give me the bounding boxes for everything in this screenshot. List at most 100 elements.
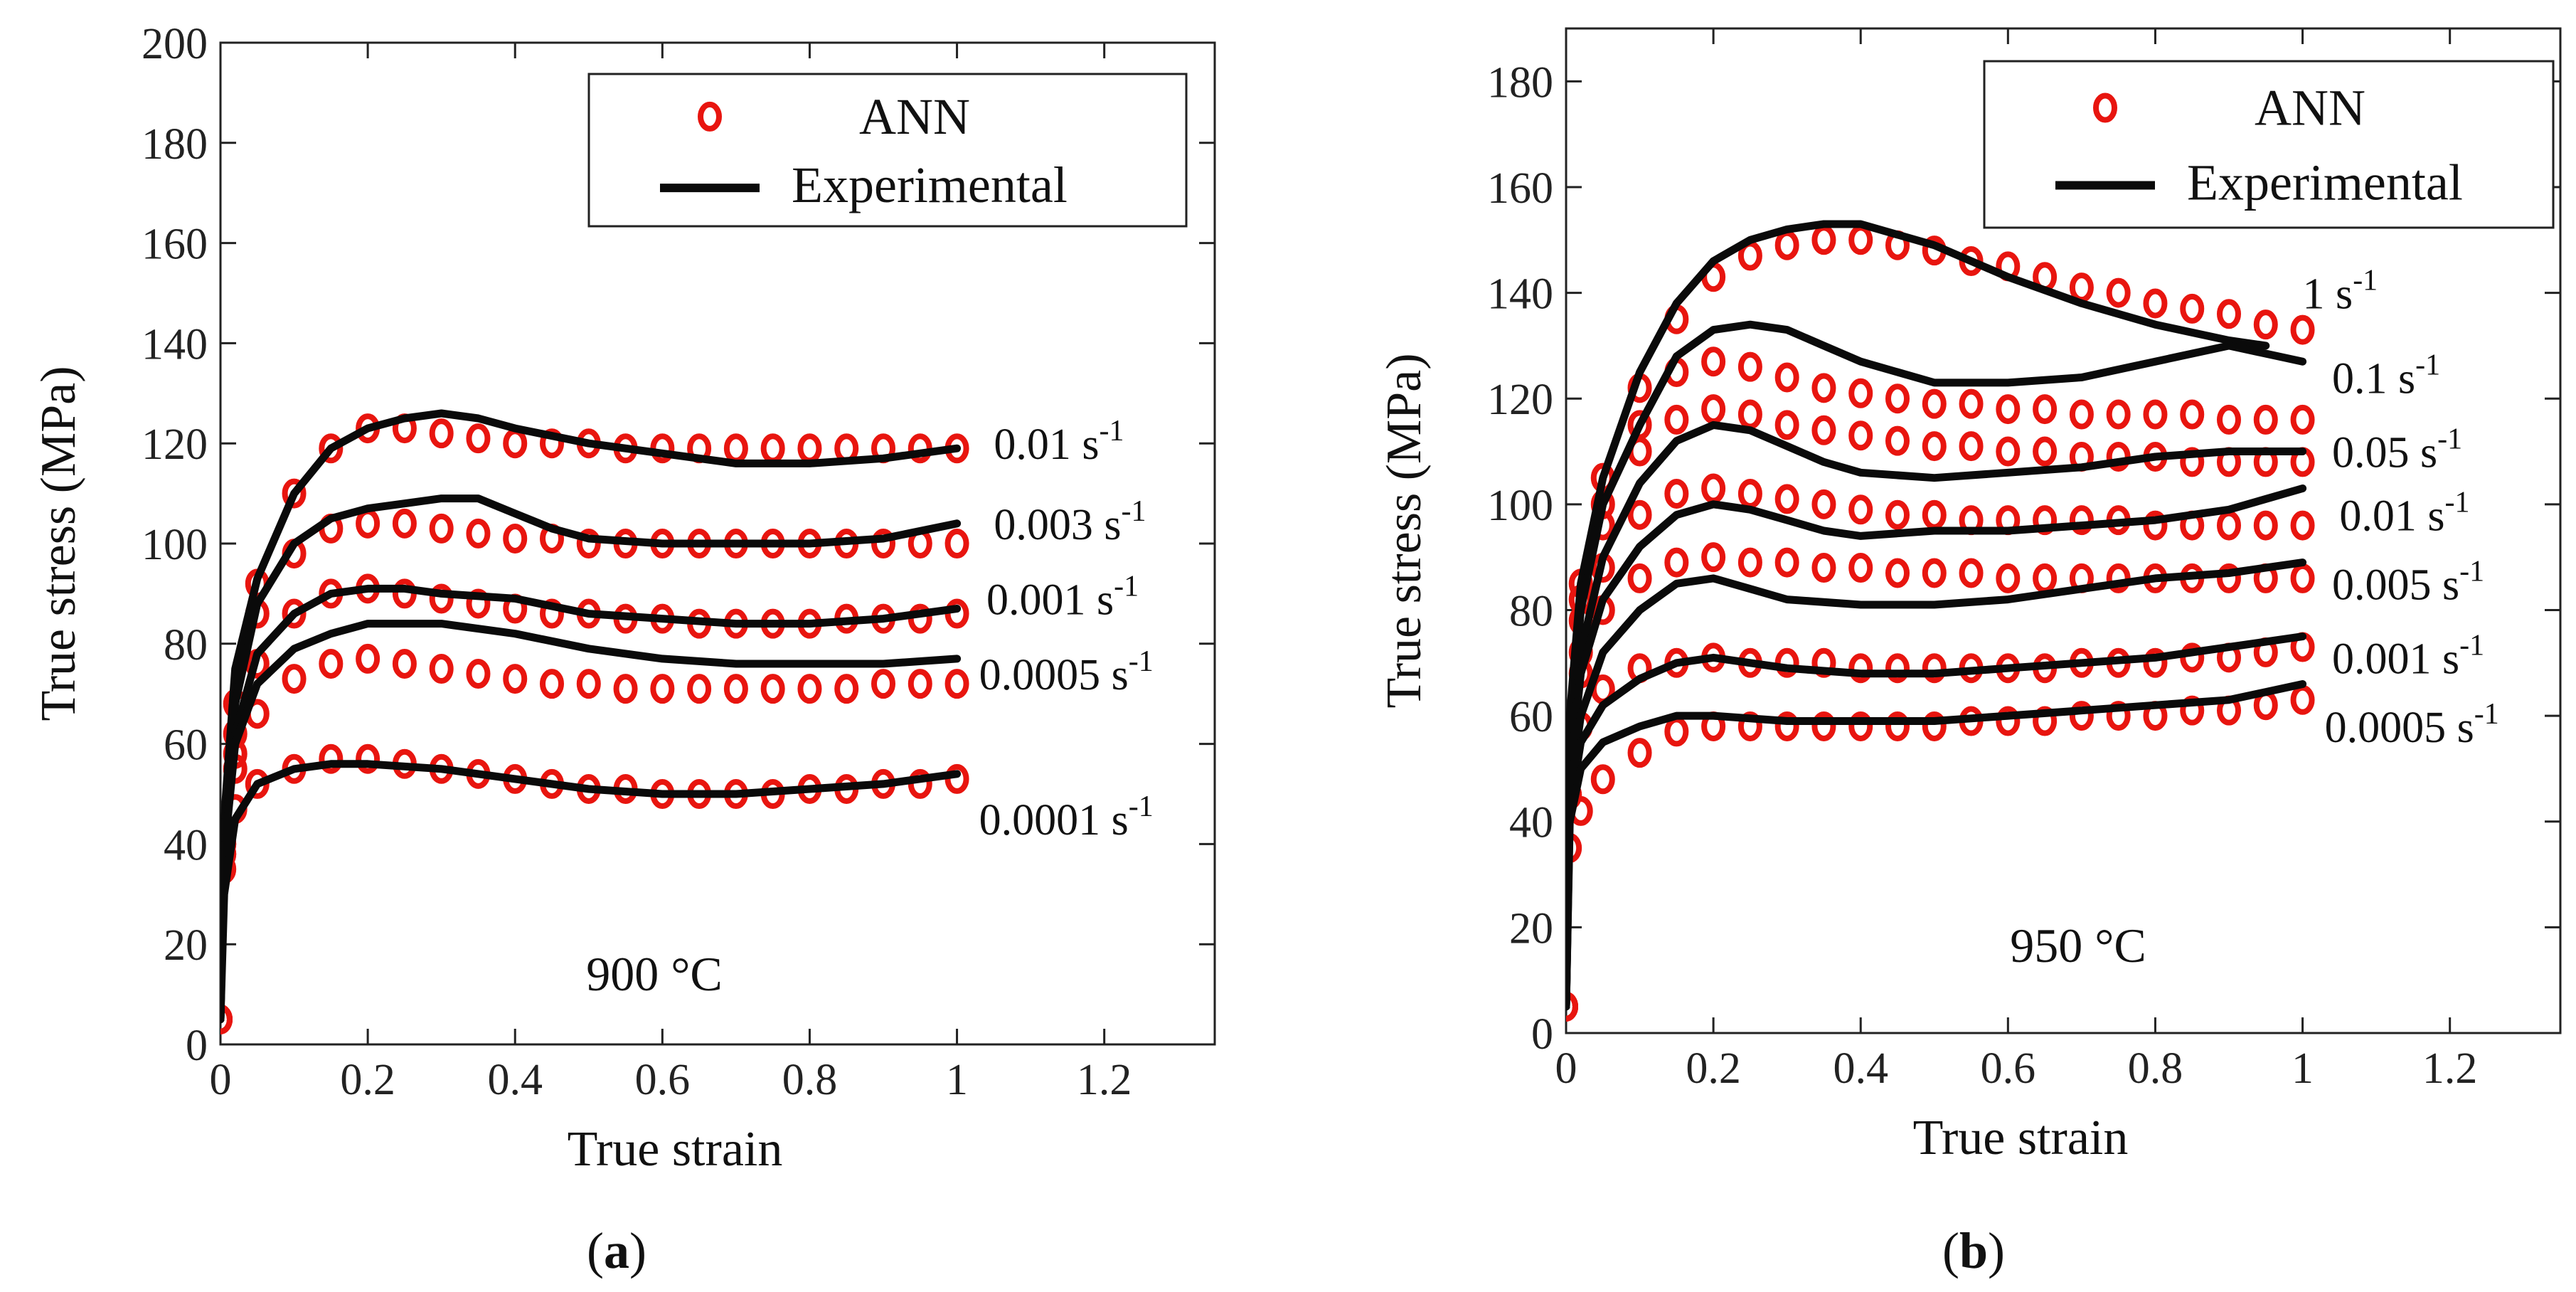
- ann-marker: [2069, 272, 2094, 303]
- ann-marker: [2290, 684, 2315, 715]
- experimental-line: [1566, 220, 2270, 1011]
- ann-marker: [2069, 399, 2094, 430]
- ann-marker: [760, 674, 785, 704]
- ann-marker: [1774, 484, 1799, 514]
- ann-marker: [282, 478, 307, 509]
- ann-marker: [2180, 695, 2205, 726]
- x-tick-label: 1.2: [1077, 1056, 1132, 1104]
- ann-marker: [1737, 711, 1762, 741]
- temperature-label: 950 °C: [2010, 918, 2146, 973]
- ann-marker: [2290, 510, 2315, 541]
- ann-marker: [356, 508, 380, 539]
- ann-marker: [1664, 478, 1689, 509]
- ann-marker: [1627, 499, 1652, 530]
- ann-marker: [1701, 394, 1726, 425]
- ann-marker: [1922, 499, 1947, 530]
- ann-marker: [723, 433, 748, 464]
- ann-marker: [2106, 441, 2131, 472]
- ann-marker: [1811, 647, 1836, 678]
- ann-marker: [1848, 225, 1873, 255]
- x-tick-label: 0.2: [340, 1056, 395, 1104]
- ann-marker: [1848, 420, 1873, 451]
- strain-rate-label: 0.003 s-1: [994, 495, 1146, 549]
- legend-ann-marker: [2093, 92, 2117, 123]
- ann-marker: [1922, 711, 1947, 741]
- ann-marker: [2180, 293, 2205, 324]
- legend-ann-marker: [698, 101, 722, 132]
- ann-marker: [1737, 351, 1762, 382]
- y-tick-label: 40: [1509, 799, 1553, 847]
- ann-marker: [2033, 505, 2058, 536]
- ann-marker: [1701, 473, 1726, 504]
- ann-marker: [2033, 394, 2058, 425]
- ann-marker: [1627, 738, 1652, 768]
- ann-marker: [392, 648, 417, 679]
- ann-marker: [1664, 404, 1689, 435]
- ann-marker: [2290, 314, 2315, 345]
- x-tick-label: 0.4: [487, 1056, 543, 1104]
- ann-marker: [466, 423, 491, 454]
- legend-label-experimental: Experimental: [2187, 154, 2463, 211]
- experimental-line: [220, 494, 962, 1024]
- ann-marker: [1885, 383, 1910, 414]
- ann-marker: [220, 1004, 233, 1034]
- ann-marker: [1885, 499, 1910, 530]
- y-tick-label: 160: [142, 221, 208, 269]
- y-tick-label: 0: [186, 1022, 208, 1070]
- ann-marker: [429, 583, 454, 614]
- y-tick-label: 140: [142, 320, 208, 369]
- x-axis-label: True strain: [568, 1122, 783, 1177]
- x-tick-label: 0.2: [1686, 1044, 1741, 1093]
- ann-marker: [908, 669, 932, 699]
- ann-marker: [1848, 711, 1873, 741]
- y-tick-label: 140: [1487, 270, 1553, 319]
- ann-marker: [1811, 415, 1836, 445]
- ann-marker: [1922, 388, 1947, 419]
- ann-marker: [1664, 547, 1689, 578]
- ann-marker: [2217, 510, 2241, 541]
- ann-marker: [2253, 510, 2278, 541]
- y-tick-label: 0: [1531, 1010, 1553, 1059]
- ann-marker: [1959, 388, 1984, 419]
- x-tick-label: 1.2: [2422, 1044, 2478, 1093]
- x-axis-label: True strain: [1913, 1111, 2129, 1165]
- ann-marker: [834, 674, 859, 704]
- panel-label: (a): [587, 1222, 646, 1279]
- ann-marker: [687, 674, 712, 704]
- ann-marker: [576, 529, 601, 558]
- temperature-label: 900 °C: [586, 947, 723, 1001]
- ann-marker: [2290, 404, 2315, 435]
- ann-marker: [1664, 716, 1689, 747]
- ann-marker: [356, 743, 380, 774]
- ann-marker: [466, 659, 491, 689]
- ann-marker: [1996, 394, 2021, 425]
- ann-marker: [2253, 404, 2278, 435]
- ann-marker: [1774, 547, 1799, 578]
- ann-marker: [2069, 505, 2094, 536]
- y-tick-label: 60: [164, 721, 208, 770]
- x-tick-label: 0.6: [1981, 1044, 2036, 1093]
- x-tick-label: 0.8: [2128, 1044, 2183, 1093]
- strain-rate-label: 0.005 s-1: [2332, 555, 2484, 609]
- ann-marker: [2033, 436, 2058, 467]
- ann-marker: [797, 674, 822, 704]
- strain-rate-label: 0.001 s-1: [986, 570, 1139, 624]
- x-tick-label: 0.6: [635, 1056, 691, 1104]
- experimental-line: [1566, 420, 2307, 1011]
- ann-marker: [1774, 410, 1799, 440]
- ann-marker: [1566, 991, 1578, 1022]
- ann-marker: [2143, 647, 2168, 678]
- strain-rate-label: 0.0001 s-1: [979, 790, 1154, 844]
- panel-label: (b): [1942, 1222, 2005, 1279]
- experimental-line: [220, 409, 962, 1024]
- ann-marker: [2217, 404, 2241, 435]
- ann-marker: [1885, 653, 1910, 684]
- ann-marker: [2143, 288, 2168, 319]
- ann-marker: [503, 664, 528, 694]
- experimental-line: [220, 760, 962, 1024]
- ann-marker: [466, 588, 491, 619]
- ann-marker: [1922, 558, 1947, 588]
- y-tick-label: 20: [1509, 904, 1553, 953]
- legend-box: [1983, 60, 2555, 229]
- experimental-line: [220, 584, 962, 1024]
